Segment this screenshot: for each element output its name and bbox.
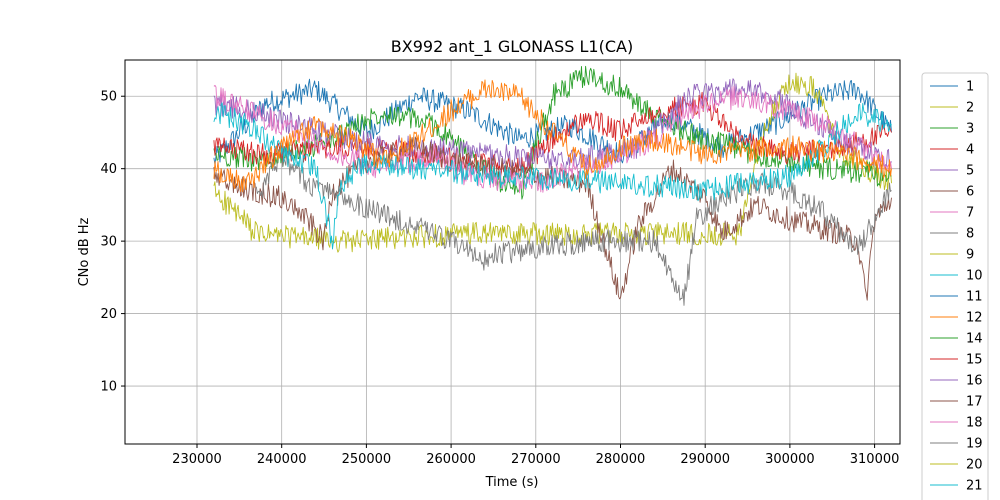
x-tick-label: 250000 [342,452,392,467]
y-tick-label: 50 [100,90,117,105]
legend: 123456789101112141516171819202122 [921,72,989,500]
legend-label: 10 [966,269,983,284]
legend-label: 11 [966,290,983,305]
x-tick-label: 240000 [257,452,307,467]
series-line-4 [213,91,892,179]
legend-label: 19 [966,437,983,452]
legend-label: 21 [966,479,983,494]
x-tick-label: 290000 [680,452,730,467]
y-tick-label: 20 [100,307,117,322]
legend-label: 9 [966,248,974,263]
legend-label: 20 [966,458,983,473]
legend-label: 6 [966,185,974,200]
legend-label: 8 [966,227,974,242]
x-tick-label: 270000 [511,452,561,467]
y-axis-label: CNo dB Hz [77,217,92,286]
legend-label: 12 [966,311,983,326]
series-line-12 [213,79,892,193]
series-line-2 [213,72,892,253]
legend-box [921,72,989,500]
series-line-7 [213,84,892,194]
series-line-8 [255,144,892,306]
series-lines [213,65,892,306]
y-tick-label: 10 [100,380,117,395]
series-line-5 [213,78,892,173]
legend-label: 3 [966,122,974,137]
x-tick-label: 230000 [172,452,222,467]
legend-label: 17 [966,395,983,410]
series-line-10 [213,102,892,250]
x-axis-ticks: 230000 240000 250000 260000 270000 280000 2900… [172,444,899,467]
x-tick-label: 280000 [596,452,646,467]
legend-label: 18 [966,416,983,431]
x-tick-label: 300000 [765,452,815,467]
y-axis-ticks: 10 20 30 40 50 [100,90,125,395]
y-tick-label: 30 [100,235,117,250]
legend-label: 5 [966,164,974,179]
x-axis-label: Time (s) [485,475,539,490]
legend-label: 16 [966,374,983,389]
legend-label: 15 [966,353,983,368]
y-tick-label: 40 [100,162,117,177]
legend-label: 7 [966,206,974,221]
legend-label: 1 [966,80,974,95]
plot-area [124,59,901,445]
chart-title: BX992 ant_1 GLONASS L1(CA) [391,37,633,57]
legend-label: 2 [966,101,974,116]
x-tick-label: 310000 [850,452,900,467]
legend-label: 4 [966,143,974,158]
legend-label: 14 [966,332,983,347]
x-tick-label: 260000 [426,452,476,467]
